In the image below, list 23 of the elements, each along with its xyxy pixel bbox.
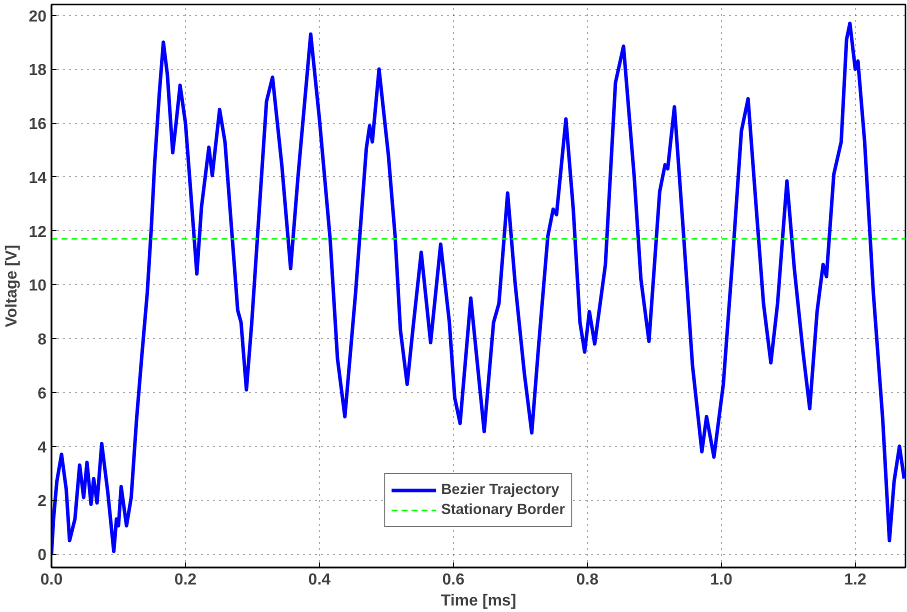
x-tick-label: 0.0 [40, 572, 63, 588]
y-tick-label: 6 [38, 385, 47, 402]
x-tick-label: 1.0 [710, 572, 733, 588]
x-tick-label: 0.8 [576, 572, 599, 588]
y-tick-label: 0 [38, 547, 47, 564]
y-tick-label: 2 [38, 493, 47, 510]
legend-label: Stationary Border [441, 502, 565, 518]
y-tick-label: 8 [38, 332, 47, 349]
y-tick-label: 18 [28, 62, 47, 80]
x-tick-label: 0.2 [174, 572, 197, 588]
y-tick-label: 4 [38, 439, 47, 456]
x-tick-label: 0.4 [308, 572, 331, 588]
y-tick-label: 10 [28, 278, 47, 295]
x-axis-title: Time [ms] [440, 592, 516, 610]
x-tick-label: 1.2 [844, 572, 866, 588]
x-tick-label: 0.6 [442, 572, 465, 588]
y-axis-title: Voltage [V] [4, 244, 21, 328]
y-tick-label: 12 [28, 224, 47, 241]
y-tick-label: 14 [28, 170, 47, 187]
line-series [52, 22, 906, 556]
y-tick-label: 16 [28, 116, 47, 134]
y-tick-label: 20 [28, 8, 47, 26]
legend-label: Bezier Trajectory [441, 482, 560, 498]
